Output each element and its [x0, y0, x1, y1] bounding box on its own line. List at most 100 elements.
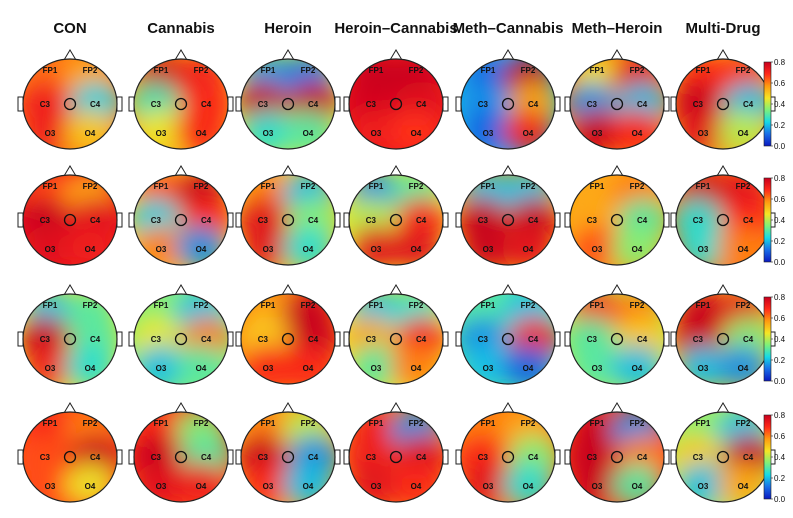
electrode-label-c4: C4 — [308, 453, 319, 462]
nose-marker — [389, 165, 403, 177]
electrode-label-c3: C3 — [366, 335, 377, 344]
vertex-marker — [63, 97, 77, 111]
electrode-label-o3: O3 — [592, 364, 603, 373]
electrode-label-fp1: FP1 — [43, 419, 58, 428]
topomap: FP1 FP2 C3 C4 O3 O4 — [564, 49, 670, 150]
colorbar-tick-label: 0.4 — [774, 216, 786, 225]
electrode-label-o3: O3 — [483, 129, 494, 138]
vertex-marker — [63, 213, 77, 227]
column-header-heroin-cannabis: Heroin–Cannabis — [334, 20, 457, 37]
electrode-label-c4: C4 — [637, 335, 648, 344]
head-outline — [348, 174, 444, 266]
electrode-label-c4: C4 — [90, 453, 101, 462]
electrode-label-c4: C4 — [637, 216, 648, 225]
electrode-label-o4: O4 — [303, 129, 314, 138]
electrode-label-fp1: FP1 — [261, 182, 276, 191]
electrode-label-o4: O4 — [85, 129, 96, 138]
electrode-label-c3: C3 — [478, 335, 489, 344]
vertex-marker — [501, 213, 515, 227]
nose-marker — [174, 165, 188, 177]
nose-marker — [716, 165, 730, 177]
electrode-label-fp2: FP2 — [409, 66, 424, 75]
left-ear-marker — [455, 96, 462, 112]
topomap: FP1 FP2 C3 C4 O3 O4 — [128, 402, 234, 503]
colorbar-tick-label: 0.8 — [774, 174, 786, 183]
electrode-label-c3: C3 — [587, 335, 598, 344]
vertex-marker — [501, 332, 515, 346]
electrode-label-c4: C4 — [528, 453, 539, 462]
vertex-marker — [716, 450, 730, 464]
electrode-label-o3: O3 — [698, 245, 709, 254]
vertex-marker — [389, 213, 403, 227]
right-ear-marker — [554, 449, 561, 465]
nose-marker — [174, 402, 188, 414]
electrode-label-o3: O3 — [263, 364, 274, 373]
topomap: FP1 FP2 C3 C4 O3 O4 — [17, 402, 123, 503]
electrode-label-o3: O3 — [45, 364, 56, 373]
electrode-label-o3: O3 — [371, 482, 382, 491]
electrode-label-c3: C3 — [258, 216, 269, 225]
left-ear-marker — [343, 212, 350, 228]
electrode-label-c3: C3 — [366, 216, 377, 225]
colorbar-tick-label: 0.8 — [774, 411, 786, 420]
head-outline — [22, 411, 118, 503]
electrode-label-c4: C4 — [90, 335, 101, 344]
electrode-label-fp2: FP2 — [301, 182, 316, 191]
right-ear-marker — [442, 331, 449, 347]
head-outline — [348, 58, 444, 150]
electrode-label-c3: C3 — [587, 100, 598, 109]
topomap: FP1 FP2 C3 C4 O3 O4 — [343, 284, 449, 385]
left-ear-marker — [128, 96, 135, 112]
nose-marker — [501, 284, 515, 296]
electrode-label-o3: O3 — [156, 364, 167, 373]
head-outline — [569, 58, 665, 150]
head-outline — [133, 58, 229, 150]
vertex-marker — [716, 213, 730, 227]
colorbar-tick-label: 0.6 — [774, 195, 786, 204]
colorbar: 0.8 0.6 0.4 0.2 0.0 — [763, 411, 786, 504]
colorbar-tick-label: 0.6 — [774, 79, 786, 88]
electrode-label-o4: O4 — [85, 482, 96, 491]
electrode-label-fp2: FP2 — [83, 301, 98, 310]
colorbar: 0.8 0.6 0.4 0.2 0.0 — [763, 174, 786, 267]
colorbar-gradient — [763, 414, 772, 500]
electrode-label-o4: O4 — [632, 129, 643, 138]
nose-marker — [174, 284, 188, 296]
electrode-label-fp1: FP1 — [154, 419, 169, 428]
right-ear-marker — [663, 449, 670, 465]
electrode-label-fp1: FP1 — [261, 419, 276, 428]
electrode-label-c3: C3 — [40, 216, 51, 225]
electrode-label-c3: C3 — [258, 453, 269, 462]
column-header-heroin: Heroin — [264, 20, 312, 37]
topomap: FP1 FP2 C3 C4 O3 O4 — [670, 284, 776, 385]
right-ear-marker — [554, 331, 561, 347]
electrode-label-c4: C4 — [416, 216, 427, 225]
head-outline — [569, 293, 665, 385]
electrode-label-o4: O4 — [411, 245, 422, 254]
nose-marker — [716, 49, 730, 61]
colorbar-tick-label: 0.0 — [774, 495, 786, 504]
right-ear-marker — [334, 212, 341, 228]
electrode-label-o4: O4 — [523, 245, 534, 254]
left-ear-marker — [235, 96, 242, 112]
electrode-label-o4: O4 — [196, 482, 207, 491]
colorbar-tick-label: 0.6 — [774, 314, 786, 323]
right-ear-marker — [116, 96, 123, 112]
electrode-label-c4: C4 — [637, 100, 648, 109]
electrode-label-o4: O4 — [411, 482, 422, 491]
electrode-label-fp1: FP1 — [696, 182, 711, 191]
electrode-label-c4: C4 — [90, 100, 101, 109]
electrode-label-c3: C3 — [693, 100, 704, 109]
electrode-label-fp2: FP2 — [630, 301, 645, 310]
electrode-label-o3: O3 — [156, 129, 167, 138]
topomap: FP1 FP2 C3 C4 O3 O4 — [17, 165, 123, 266]
right-ear-marker — [227, 212, 234, 228]
vertex-marker — [716, 97, 730, 111]
electrode-label-c3: C3 — [366, 100, 377, 109]
vertex-marker — [610, 450, 624, 464]
electrode-label-fp2: FP2 — [301, 301, 316, 310]
right-ear-marker — [116, 331, 123, 347]
head-outline — [240, 411, 336, 503]
electrode-label-fp1: FP1 — [481, 182, 496, 191]
column-header-meth-heroin: Meth–Heroin — [572, 20, 663, 37]
